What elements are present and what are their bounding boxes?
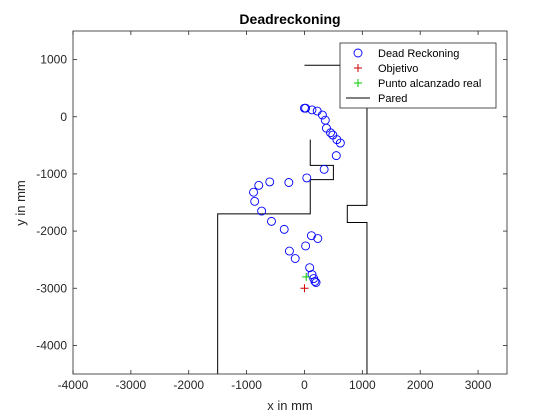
dead-reckoning-point: [319, 164, 329, 174]
legend-label: Dead Reckoning: [378, 48, 459, 60]
y-axis-ticks: 1000 0 -1000 -2000 -3000 -4000: [36, 53, 507, 352]
dead-reckoning-point: [335, 138, 345, 148]
dead-reckoning-point: [257, 206, 267, 216]
x-tick-label: 1000: [349, 378, 376, 392]
objetivo-point: [300, 284, 309, 293]
y-tick-label: 1000: [40, 53, 67, 67]
punto-alcanzado-point: [302, 272, 311, 281]
dead-reckoning-point: [301, 103, 311, 113]
legend-label: Punto alcanzado real: [378, 78, 481, 90]
dead-reckoning-point: [307, 105, 317, 115]
legend-label: Objetivo: [378, 63, 418, 75]
dead-reckoning-point: [249, 187, 258, 197]
dead-reckoning-point: [301, 241, 311, 251]
legend-items: Dead Reckoning Objetivo Punto alcanzado re…: [346, 48, 481, 105]
chart-title: Deadreckoning: [239, 11, 340, 27]
dead-reckoning-point: [332, 135, 342, 145]
legend-label: Pared: [378, 93, 407, 105]
legend-marker-circle: [353, 48, 363, 58]
wall-segment-2: [217, 139, 334, 374]
legend-marker-plus: [354, 79, 362, 87]
dead-reckoning-point: [311, 278, 321, 287]
dead-reckoning-point: [254, 180, 264, 190]
x-tick-label: -3000: [116, 378, 147, 392]
dead-reckoning-point: [302, 173, 312, 183]
dead-reckoning-point: [313, 234, 323, 243]
y-tick-label: -4000: [36, 338, 67, 352]
legend: Dead Reckoning Objetivo Punto alcanzado re…: [339, 42, 497, 109]
dead-reckoning-point: [284, 246, 294, 256]
points-layer: [249, 103, 345, 293]
dead-reckoning-point: [250, 196, 260, 206]
x-axis-ticks: -4000 -3000 -2000 -1000 0 1000 2000 3000: [58, 31, 492, 392]
dead-reckoning-point: [306, 231, 316, 241]
x-tick-label: -4000: [58, 378, 89, 392]
x-tick-label: 2000: [407, 378, 434, 392]
dead-reckoning-point: [331, 151, 341, 161]
dead-reckoning-point: [265, 177, 275, 187]
plot-frame: [72, 30, 508, 375]
dead-reckoning-point: [290, 254, 300, 263]
x-tick-label: -1000: [231, 378, 262, 392]
dead-reckoning-point: [317, 110, 327, 120]
y-axis-label: y in mm: [13, 180, 28, 226]
dead-reckoning-point: [310, 276, 320, 286]
x-tick-label: 3000: [465, 378, 492, 392]
y-tick-label: 0: [60, 110, 67, 124]
dead-reckoning-point: [326, 128, 335, 138]
x-axis-label: x in mm: [267, 398, 313, 413]
dead-reckoning-point: [279, 224, 289, 234]
x-tick-label: -2000: [173, 378, 204, 392]
y-tick-label: -1000: [36, 167, 67, 181]
legend-marker-plus: [354, 64, 362, 72]
legend-box: [339, 42, 497, 109]
dead-reckoning-point: [305, 263, 315, 273]
dead-reckoning-point: [284, 178, 294, 187]
y-tick-label: -3000: [36, 281, 67, 295]
dead-reckoning-point: [267, 216, 276, 226]
y-tick-label: -2000: [36, 224, 67, 238]
x-tick-label: 0: [301, 378, 308, 392]
